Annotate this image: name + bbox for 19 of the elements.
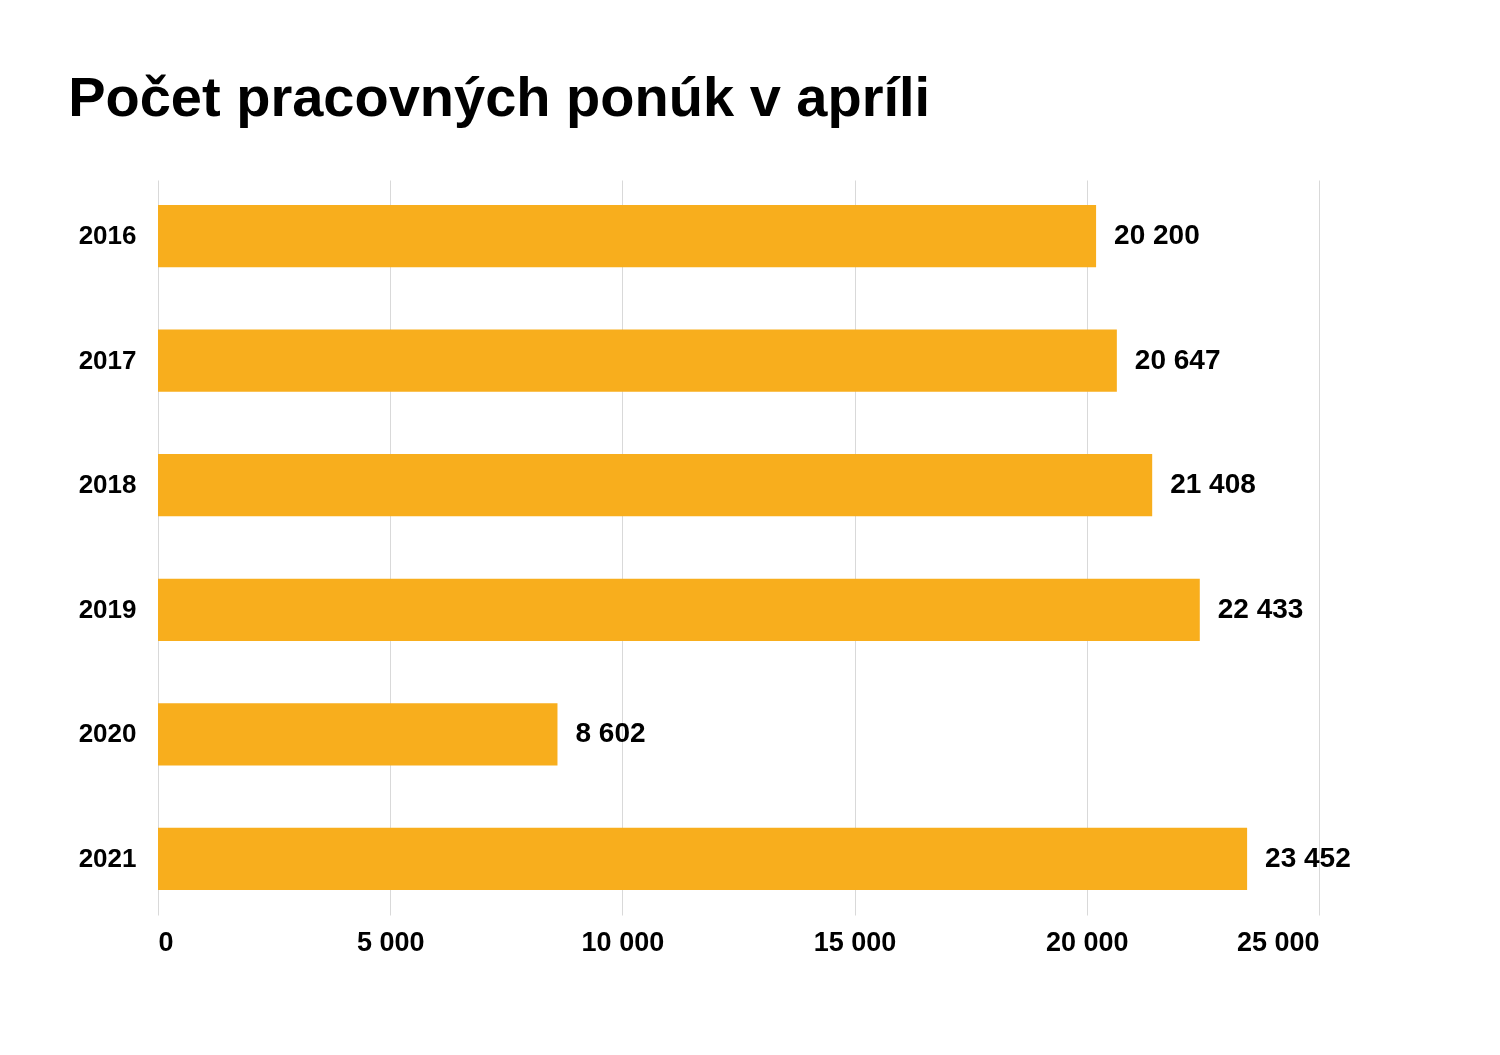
x-tick-label: 5 000 xyxy=(356,926,425,957)
x-tick-label: 15 000 xyxy=(813,926,897,957)
x-tick-label: 25 000 xyxy=(1236,926,1320,957)
y-tick-label: 2017 xyxy=(78,344,137,375)
data-label: 22 433 xyxy=(1217,592,1304,624)
data-label: 23 452 xyxy=(1265,841,1351,873)
data-label: 8 602 xyxy=(575,717,646,749)
y-tick-label: 2018 xyxy=(78,469,137,500)
x-tick-label: 0 xyxy=(158,926,174,957)
y-tick-label: 2019 xyxy=(78,593,137,624)
data-label: 20 200 xyxy=(1114,219,1200,251)
y-tick-label: 2021 xyxy=(78,842,137,873)
chart-title: Počet pracovných ponúk v apríli xyxy=(68,65,931,128)
x-tick-label: 20 000 xyxy=(1046,926,1129,957)
data-label: 20 647 xyxy=(1134,343,1221,375)
x-tick-label: 10 000 xyxy=(581,926,665,957)
y-tick-label: 2016 xyxy=(78,220,137,251)
y-tick-label: 2020 xyxy=(78,718,137,749)
data-label: 21 408 xyxy=(1170,468,1256,500)
